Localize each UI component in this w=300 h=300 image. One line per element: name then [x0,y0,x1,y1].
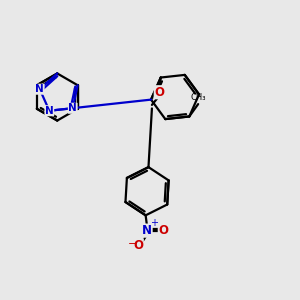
Text: O: O [133,239,143,252]
Text: N: N [68,103,77,113]
Text: +: + [150,218,158,228]
Text: O: O [158,224,168,237]
Text: N: N [142,224,152,237]
Text: N: N [45,106,54,116]
Text: N: N [35,84,44,94]
Text: CH₃: CH₃ [191,93,206,102]
Text: O: O [154,86,164,99]
Text: −: − [128,239,138,249]
